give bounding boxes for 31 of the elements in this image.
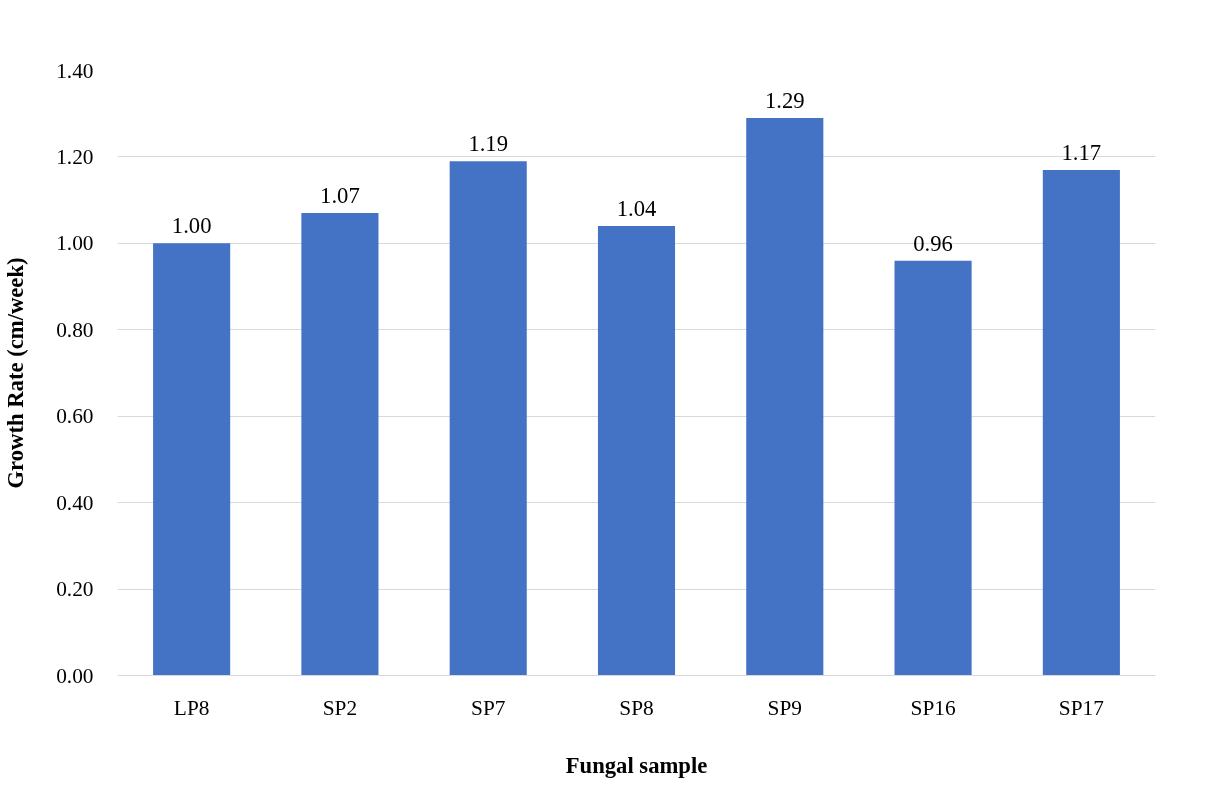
bar (449, 161, 527, 676)
data-label: 1.04 (616, 196, 657, 222)
x-tick-label: SP9 (767, 695, 802, 720)
y-tick-label: 0.40 (56, 490, 94, 515)
x-tick-label: SP8 (619, 695, 654, 720)
x-tick-label: SP16 (910, 695, 956, 720)
bar (746, 118, 824, 676)
y-tick-label: 0.20 (56, 577, 94, 602)
data-label: 1.19 (468, 131, 509, 157)
data-label: 1.17 (1061, 139, 1102, 165)
y-tick-label: 0.60 (56, 404, 94, 429)
y-tick-label: 1.20 (56, 144, 94, 169)
x-tick-label: SP17 (1058, 695, 1105, 720)
bar (1042, 169, 1120, 676)
data-label: 0.96 (913, 230, 953, 256)
x-tick-label: LP8 (173, 695, 210, 720)
y-tick-label: 0.00 (56, 663, 94, 688)
x-tick-label: SP2 (322, 695, 358, 720)
y-tick-label: 1.00 (56, 231, 94, 256)
data-label: 1.29 (764, 88, 805, 114)
x-tick-label: SP7 (471, 695, 506, 720)
bar (894, 260, 972, 676)
x-axis-title: Fungal sample (565, 752, 708, 778)
bar (301, 213, 379, 676)
bar (153, 243, 231, 676)
y-tick-label: 0.80 (56, 317, 94, 342)
bar (597, 226, 676, 676)
data-label: 1.00 (171, 213, 212, 239)
y-tick-label: 1.40 (56, 58, 94, 83)
y-axis-title: Growth Rate (cm/week) (3, 257, 29, 489)
data-label: 1.07 (320, 183, 360, 209)
